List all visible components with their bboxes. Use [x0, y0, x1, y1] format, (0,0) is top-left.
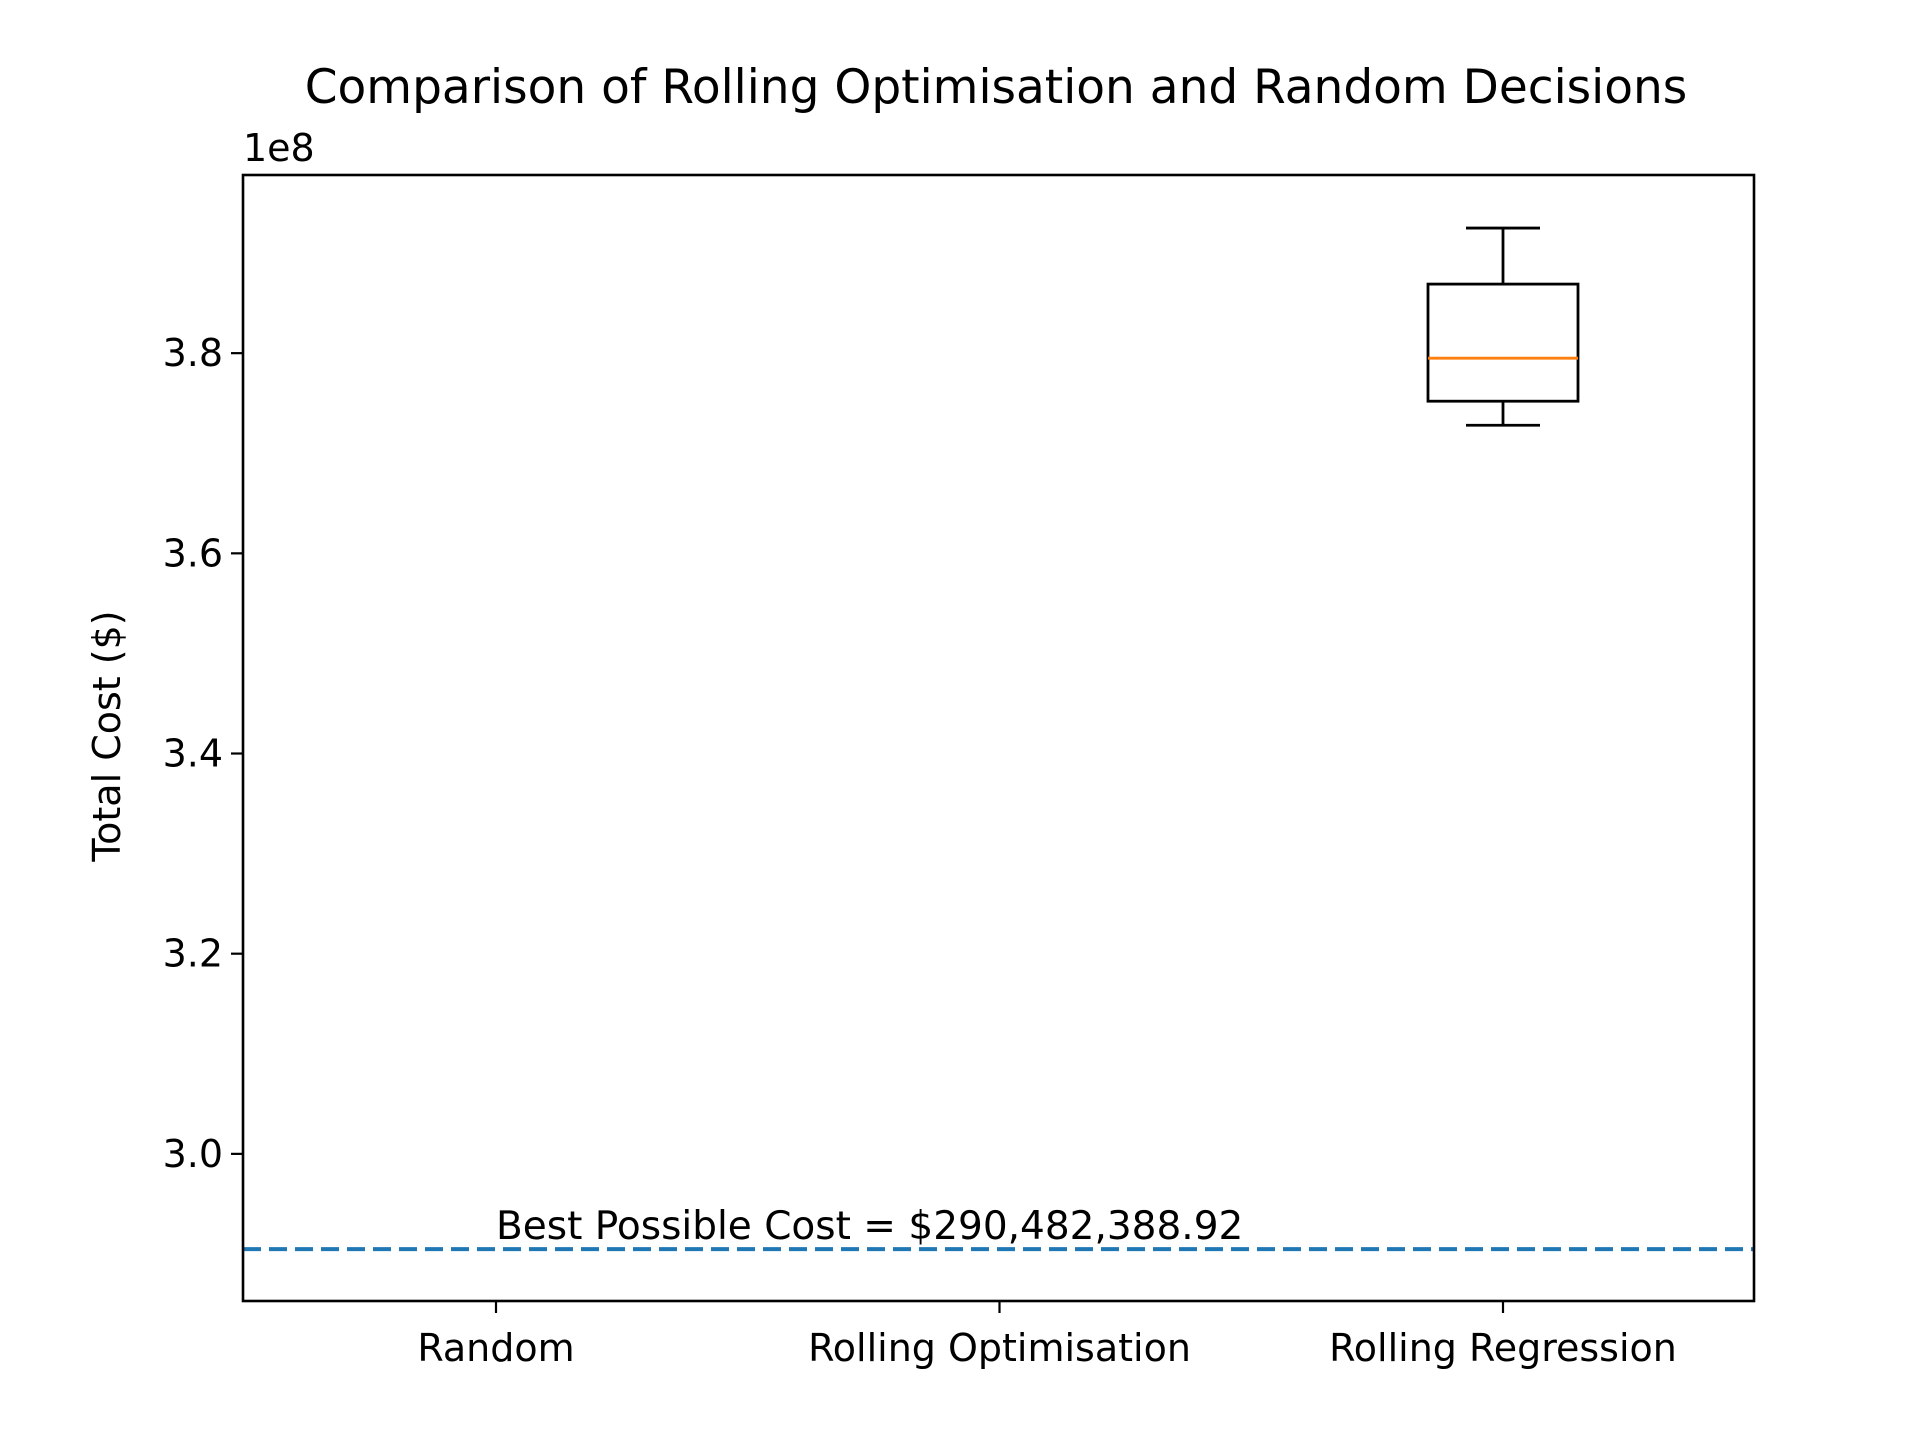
- interquartile-box: [1426, 282, 1580, 403]
- best-cost-annotation: Best Possible Cost = $290,482,388.92: [496, 1204, 1243, 1249]
- y-tick-label: 3.2: [163, 932, 223, 976]
- y-tick-label: 3.8: [163, 331, 223, 375]
- plot-area: 3.0 3.2 3.4 3.6 3.8 Random Rolling Optimisatio…: [163, 226, 1754, 1370]
- y-tick-label: 3.4: [163, 732, 223, 776]
- axes-frame: [241, 173, 1756, 1303]
- x-tick-label: Rolling Regression: [1329, 1326, 1677, 1370]
- y-axis-offset-label: 1e8: [243, 126, 315, 170]
- x-tick-label: Rolling Optimisation: [808, 1326, 1191, 1370]
- x-tick-label: Random: [417, 1326, 574, 1370]
- y-axis-label: Total Cost ($): [85, 610, 129, 862]
- y-tick-label: 3.6: [163, 531, 223, 575]
- chart-title: Comparison of Rolling Optimisation and R…: [305, 60, 1688, 115]
- y-tick-label: 3.0: [163, 1132, 223, 1176]
